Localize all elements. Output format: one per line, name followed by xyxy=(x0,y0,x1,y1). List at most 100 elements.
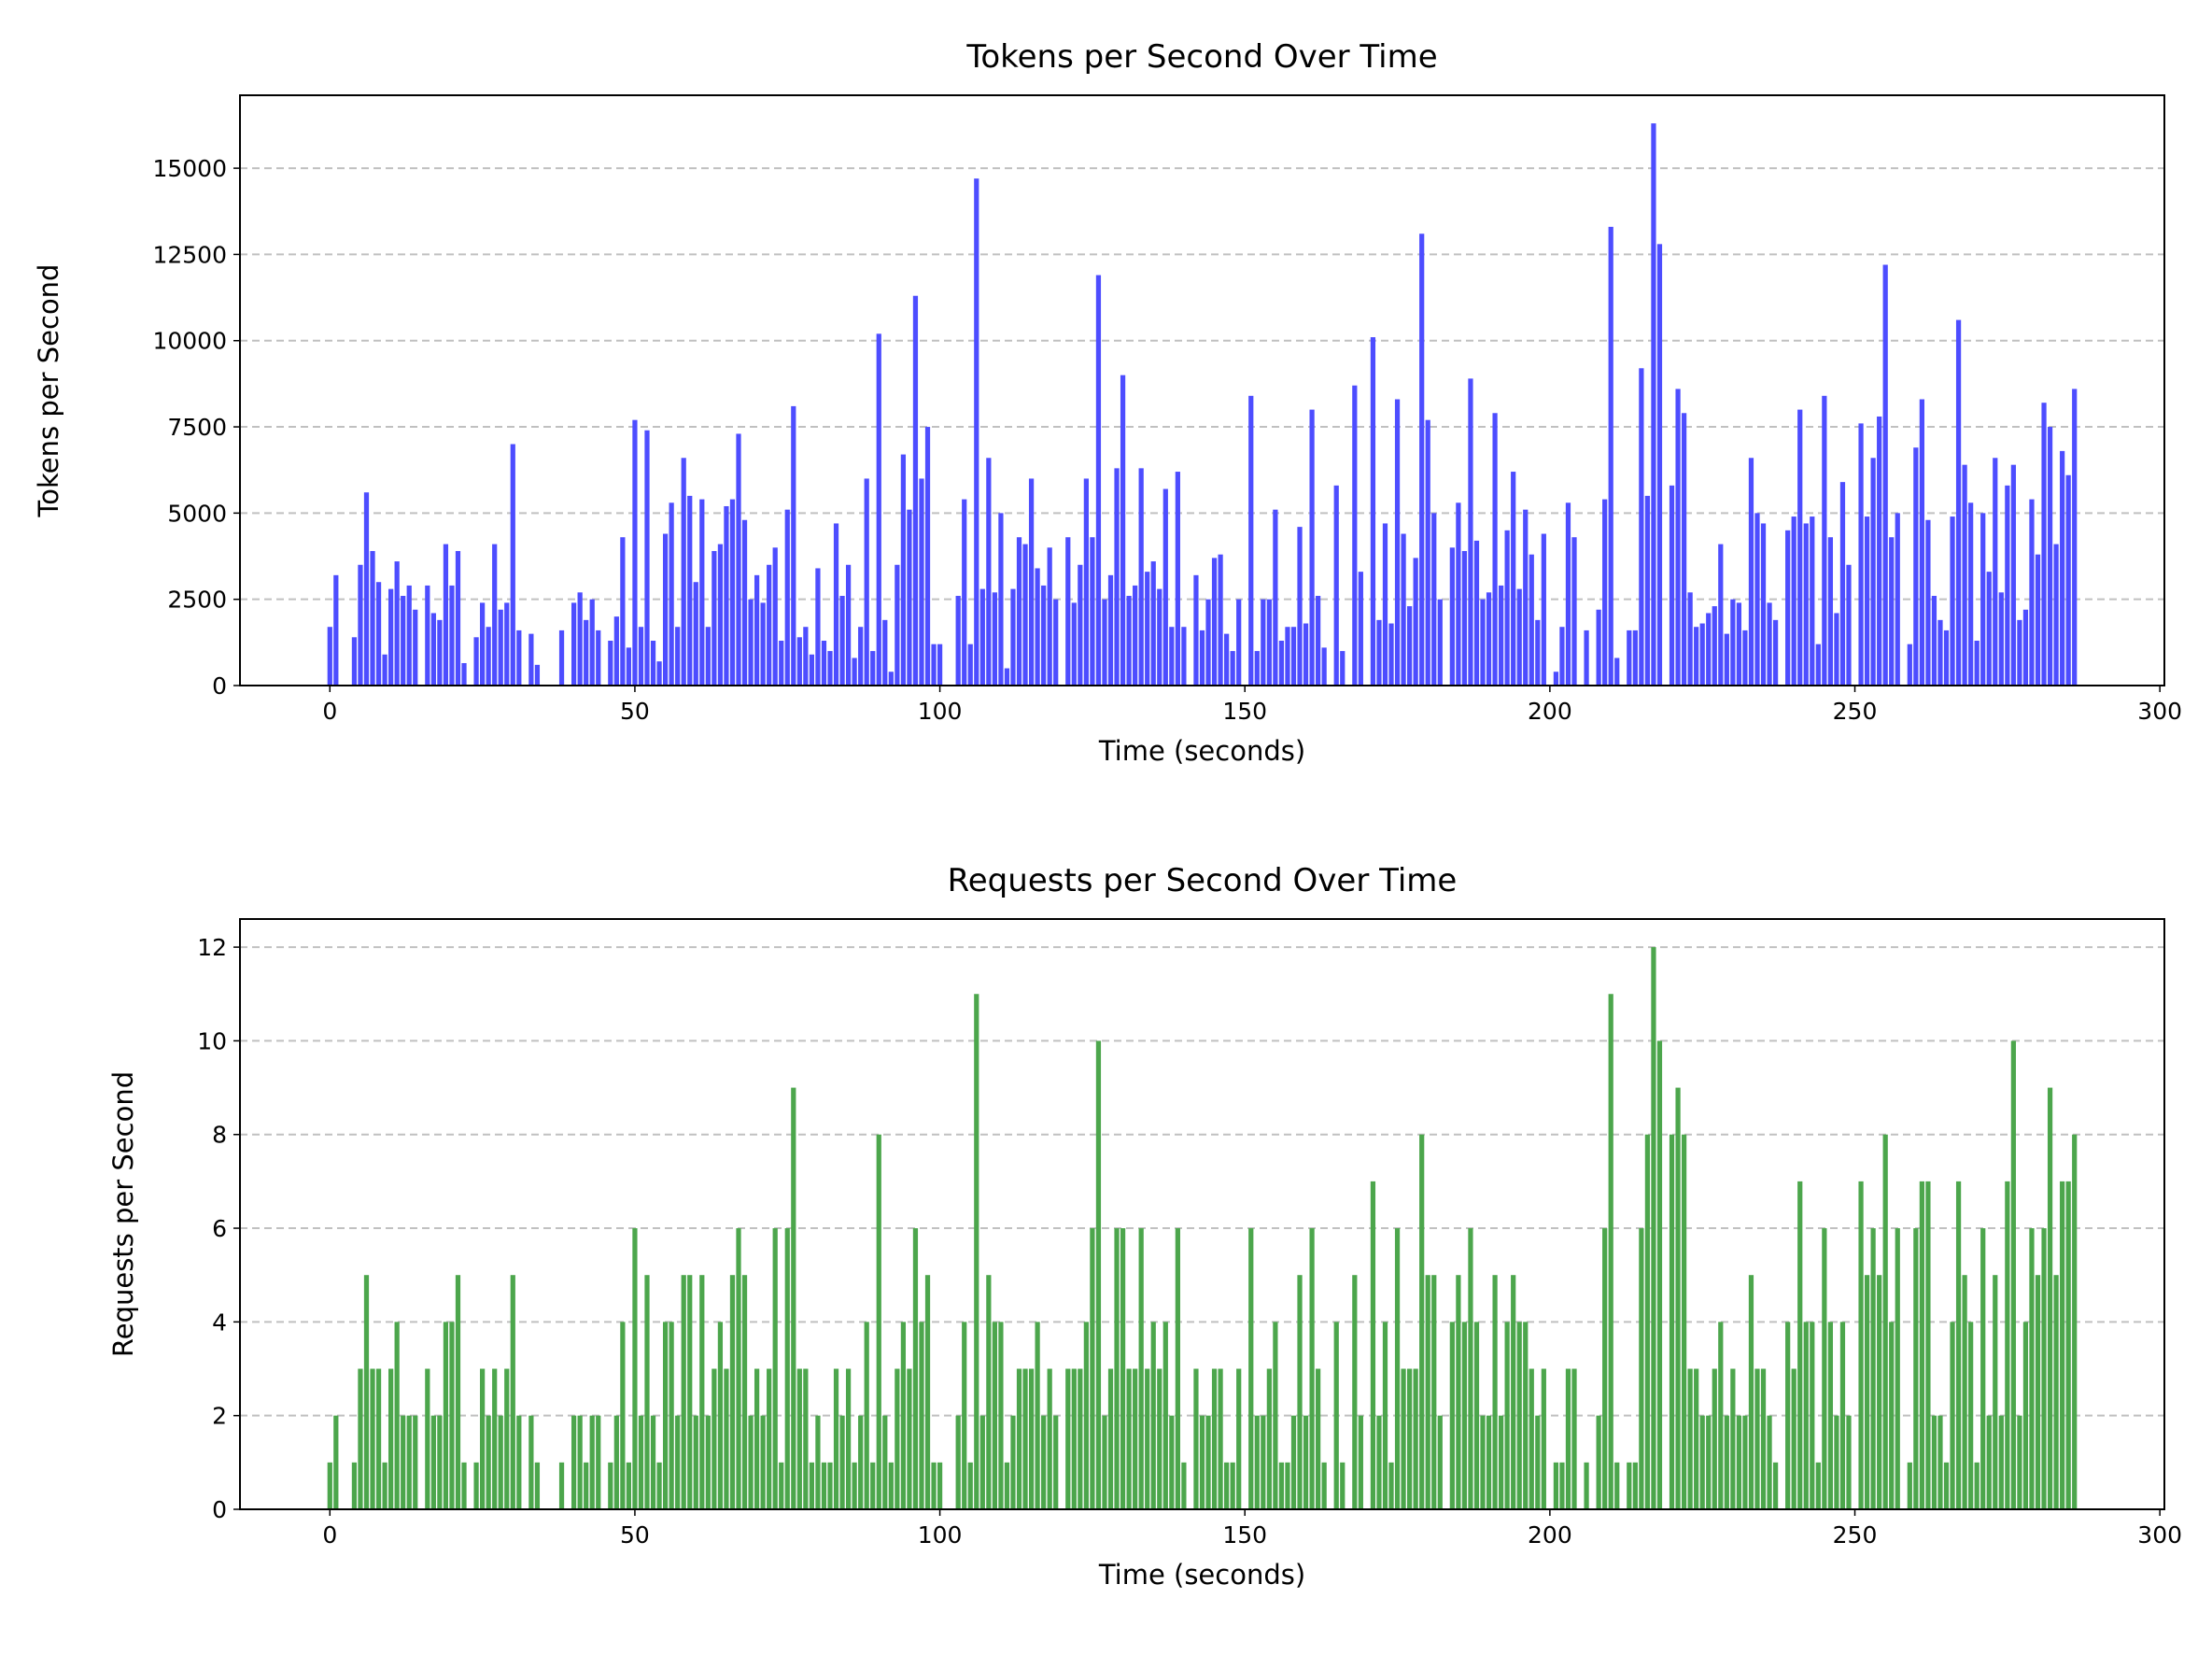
bar xyxy=(967,644,973,686)
bar xyxy=(1993,458,1998,686)
bar xyxy=(613,616,619,686)
bar xyxy=(1047,1368,1052,1509)
bar xyxy=(1882,1134,1888,1509)
bar xyxy=(638,1415,644,1509)
bar xyxy=(992,1322,997,1509)
bar xyxy=(693,1415,698,1509)
bar xyxy=(1785,1322,1791,1509)
bar xyxy=(486,1415,491,1509)
bar xyxy=(1504,530,1510,686)
bar xyxy=(1925,519,1931,686)
bar xyxy=(729,1275,736,1509)
bar xyxy=(1388,1462,1394,1509)
bar xyxy=(803,627,809,686)
bar xyxy=(1907,644,1912,686)
bar xyxy=(919,478,924,686)
bar xyxy=(882,619,888,686)
bar xyxy=(1889,537,1895,686)
bar xyxy=(1791,1368,1796,1509)
bar xyxy=(1614,1462,1620,1509)
bar xyxy=(1858,1181,1864,1509)
bar xyxy=(413,609,418,686)
bar xyxy=(1370,337,1376,686)
bar xyxy=(1114,1228,1120,1509)
x-tick-label: 100 xyxy=(918,698,963,725)
bar xyxy=(1010,588,1016,686)
bar xyxy=(1748,1275,1754,1509)
bar xyxy=(717,1322,724,1509)
bar xyxy=(1968,502,1974,686)
bar xyxy=(388,588,394,686)
bar xyxy=(1968,1322,1974,1509)
bar xyxy=(1407,1368,1413,1509)
bar xyxy=(809,654,815,686)
bar xyxy=(1382,1322,1388,1509)
bar xyxy=(443,544,449,686)
bar xyxy=(1456,502,1461,686)
bar xyxy=(1016,1368,1022,1509)
bar xyxy=(1565,502,1571,686)
bar xyxy=(638,627,644,686)
bar xyxy=(1516,1322,1522,1509)
plot-frame xyxy=(239,918,2165,1510)
bar xyxy=(1413,558,1418,686)
bar xyxy=(1712,1368,1717,1509)
bar xyxy=(2060,1181,2065,1509)
bar xyxy=(1541,1368,1546,1509)
bar xyxy=(1157,1368,1162,1509)
bar xyxy=(1016,537,1022,686)
bar xyxy=(425,585,430,686)
bar xyxy=(1559,1462,1565,1509)
bar xyxy=(681,458,686,686)
bar xyxy=(858,1415,864,1509)
bar xyxy=(1401,1368,1406,1509)
bar xyxy=(986,1275,992,1509)
bar xyxy=(1157,588,1162,686)
bar xyxy=(1401,533,1406,686)
bar xyxy=(736,433,741,686)
x-tick-label: 0 xyxy=(322,1521,337,1549)
bar xyxy=(1150,1322,1156,1509)
y-tick-label: 5000 xyxy=(167,500,227,527)
bar xyxy=(1181,1462,1187,1509)
bar xyxy=(986,458,992,686)
bar xyxy=(571,602,577,686)
plot-frame xyxy=(239,94,2165,686)
bar xyxy=(461,662,467,686)
bar xyxy=(1535,1415,1541,1509)
bar xyxy=(650,640,656,686)
bar xyxy=(2017,619,2022,686)
bar xyxy=(1193,1368,1199,1509)
bar xyxy=(1815,644,1821,686)
bar xyxy=(870,651,876,686)
bar xyxy=(1218,1368,1223,1509)
bar xyxy=(1041,585,1047,686)
y-axis-label: Requests per Second xyxy=(107,1071,139,1357)
bar xyxy=(1486,592,1492,686)
bar xyxy=(1974,1462,1980,1509)
bar xyxy=(736,1228,741,1509)
bar xyxy=(1376,619,1382,686)
bar xyxy=(1090,1228,1095,1509)
bar xyxy=(1822,1228,1827,1509)
bar xyxy=(1261,599,1266,686)
bar xyxy=(979,588,985,686)
bar xyxy=(1998,1415,2004,1509)
bar xyxy=(1107,574,1114,686)
bar xyxy=(955,595,961,686)
bar xyxy=(1211,558,1218,686)
x-tick-label: 200 xyxy=(1528,1521,1572,1549)
bar xyxy=(1419,1134,1425,1509)
bar xyxy=(1468,378,1473,686)
bar xyxy=(937,644,943,686)
bar xyxy=(558,629,565,686)
bar xyxy=(796,1368,802,1509)
bar xyxy=(967,1462,973,1509)
y-tick-label: 2 xyxy=(212,1403,227,1430)
bar xyxy=(1553,1462,1559,1509)
y-tick-label: 2500 xyxy=(167,587,227,614)
bar xyxy=(1035,1322,1040,1509)
bar xyxy=(1285,1462,1290,1509)
bar xyxy=(1028,1368,1035,1509)
bar xyxy=(1870,458,1876,686)
